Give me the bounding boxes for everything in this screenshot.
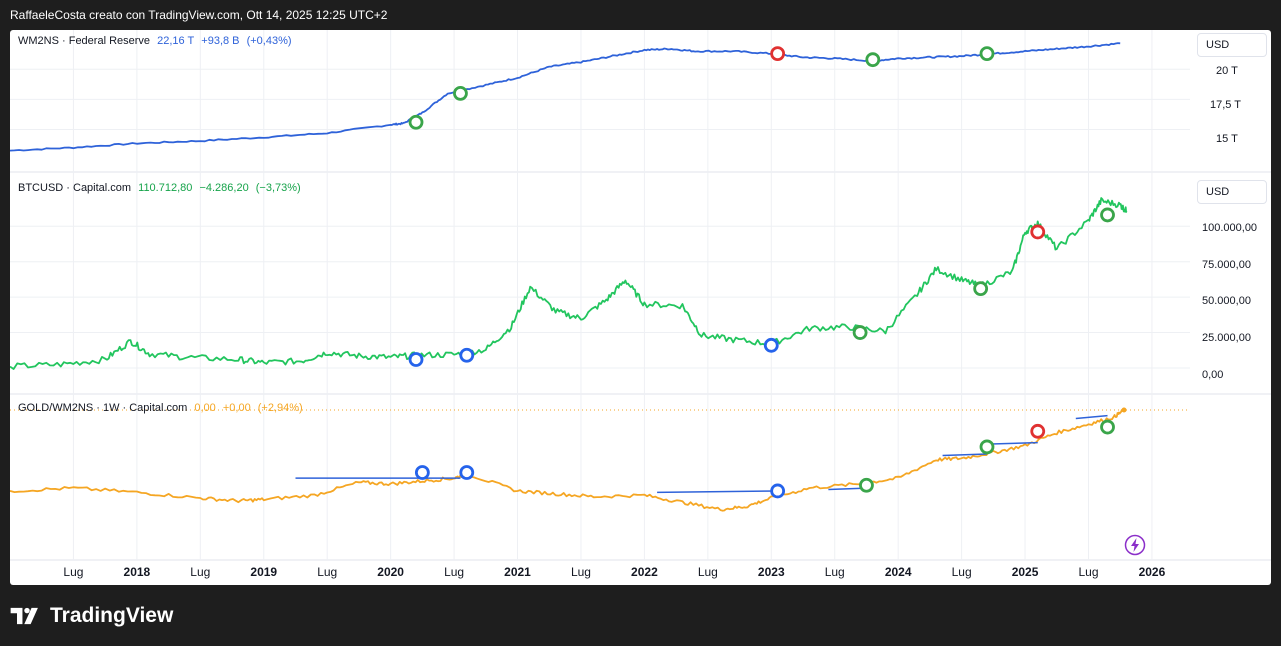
btc-ytick: 75.000,00 — [1202, 259, 1251, 271]
tradingview-logo-icon — [10, 607, 38, 625]
btc-ytick: 50.000,00 — [1202, 295, 1251, 307]
x-tick-label: Lug — [190, 565, 211, 579]
x-tick-label: 2019 — [250, 565, 278, 579]
m2-ytick: 17,5 T — [1210, 99, 1241, 111]
x-tick-label: 2020 — [377, 565, 404, 579]
series-line — [10, 42, 1121, 152]
signal-marker — [973, 281, 989, 297]
gold-change: +0,00 — [222, 402, 251, 414]
x-tick-label: Lug — [1078, 565, 1099, 579]
signal-marker — [979, 439, 995, 455]
signal-marker — [865, 52, 881, 68]
gold-last-value: 0,00 — [194, 402, 216, 414]
x-tick-label: Lug — [570, 565, 591, 579]
x-tick-label: 2025 — [1011, 565, 1039, 579]
signal-marker — [459, 465, 475, 480]
m2-currency-button[interactable]: USD — [1197, 33, 1267, 57]
chart-attribution: RaffaeleCosta creato con TradingView.com… — [10, 8, 388, 22]
x-tick-label: Lug — [317, 565, 338, 579]
chart-canvas[interactable] — [10, 30, 1271, 585]
x-tick-label: 2026 — [1138, 565, 1166, 579]
btc-change-pct: (−3,73%) — [255, 182, 301, 194]
m2-last-value: 22,16 T — [157, 35, 195, 47]
signal-marker — [408, 352, 424, 367]
signal-marker — [1100, 207, 1115, 223]
btc-change: −4.286,20 — [199, 182, 249, 194]
signal-marker — [414, 465, 430, 480]
gold-legend[interactable]: GOLD/WM2NS · 1W · Capital.com 0,00 +0,00… — [18, 402, 307, 414]
signal-marker — [763, 337, 779, 353]
lightning-icon[interactable] — [1124, 534, 1146, 556]
brand-name: TradingView — [50, 604, 174, 627]
tradingview-brand[interactable]: TradingView — [10, 602, 173, 630]
signal-marker — [979, 46, 995, 62]
chart-frame[interactable]: WM2NS · Federal Reserve 22,16 T +93,8 B … — [10, 30, 1271, 585]
m2-ytick: 15 T — [1216, 133, 1238, 145]
m2-legend[interactable]: WM2NS · Federal Reserve 22,16 T +93,8 B … — [18, 35, 296, 47]
signal-marker — [852, 325, 868, 340]
x-tick-label: Lug — [824, 565, 845, 579]
signal-marker — [1100, 419, 1115, 435]
x-tick-label: Lug — [63, 565, 84, 579]
gold-title: GOLD/WM2NS · 1W · Capital.com — [18, 402, 188, 414]
signal-marker — [770, 46, 786, 62]
signal-marker — [1030, 423, 1046, 439]
btc-last-value: 110.712,80 — [138, 182, 193, 194]
btc-title: BTCUSD · Capital.com — [18, 182, 132, 194]
signal-marker — [408, 114, 424, 130]
last-value-dot — [1121, 407, 1127, 413]
x-tick-label: Lug — [951, 565, 972, 579]
x-tick-label: Lug — [697, 565, 718, 579]
x-tick-label: 2018 — [123, 565, 151, 579]
gold-change-pct: (+2,94%) — [257, 402, 303, 414]
x-tick-label: 2023 — [757, 565, 785, 579]
signal-marker — [1030, 224, 1046, 240]
trend-line — [986, 441, 1038, 445]
x-tick-label: 2021 — [504, 565, 531, 579]
btc-ytick: 0,00 — [1202, 369, 1224, 381]
signal-marker — [459, 347, 475, 363]
m2-change: +93,8 B — [201, 35, 240, 47]
m2-ytick: 20 T — [1216, 65, 1238, 77]
x-tick-label: Lug — [444, 565, 465, 579]
trend-line — [942, 453, 988, 457]
trend-line — [657, 490, 778, 494]
signal-marker — [453, 85, 468, 101]
series-line — [10, 408, 1125, 512]
x-tick-label: 2024 — [884, 565, 912, 579]
m2-title: WM2NS · Federal Reserve — [18, 35, 151, 47]
trend-line — [1075, 414, 1108, 420]
btc-legend[interactable]: BTCUSD · Capital.com 110.712,80 −4.286,2… — [18, 182, 305, 194]
x-tick-label: 2022 — [631, 565, 658, 579]
signal-marker — [770, 483, 786, 499]
series-line — [10, 197, 1128, 370]
btc-ytick: 100.000,00 — [1202, 222, 1258, 234]
btc-ytick: 25.000,00 — [1202, 332, 1251, 344]
m2-change-pct: (+0,43%) — [246, 35, 292, 47]
signal-marker — [859, 477, 874, 493]
btc-currency-button[interactable]: USD — [1197, 180, 1267, 204]
